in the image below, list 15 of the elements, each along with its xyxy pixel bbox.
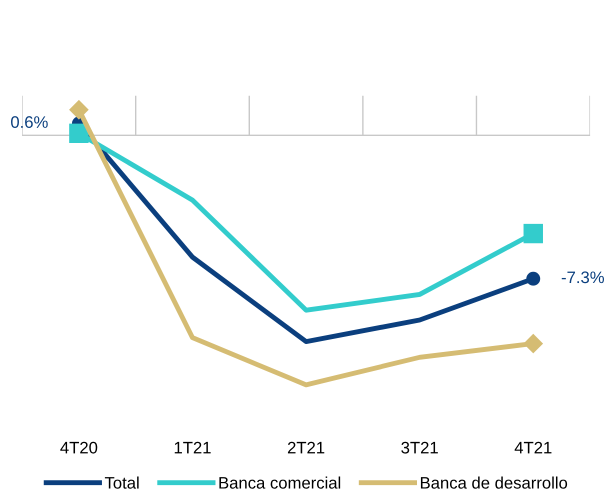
legend-label: Total xyxy=(104,476,139,489)
point xyxy=(524,224,543,244)
legend-label: Banca de desarrollo xyxy=(420,476,568,489)
x-tick-label: 4T20 xyxy=(60,442,98,454)
x-tick-label: 1T21 xyxy=(174,442,211,454)
data-label: 0.6% xyxy=(11,116,48,128)
x-tick-label: 3T21 xyxy=(401,442,438,454)
legend-label: Banca comercial xyxy=(219,476,340,489)
point xyxy=(526,272,540,286)
point xyxy=(524,334,543,354)
point xyxy=(69,100,88,120)
x-tick-label: 4T21 xyxy=(514,442,552,454)
point xyxy=(69,124,89,144)
x-tick-label: 2T21 xyxy=(288,442,324,454)
data-label: -7.3% xyxy=(562,271,604,284)
